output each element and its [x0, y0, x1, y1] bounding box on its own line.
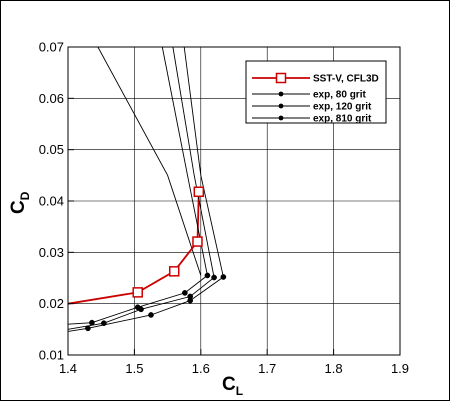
legend-marker-exp-80-grit [278, 91, 284, 97]
data-point-exp-810-grit [220, 274, 227, 280]
x-tick-label: 1.6 [192, 361, 210, 376]
data-point-exp-80-grit [89, 319, 95, 326]
axis-ticks [67, 46, 401, 356]
x-tick-label: 1.7 [258, 361, 276, 376]
data-point-exp-120-grit [211, 274, 217, 281]
y-tick-label: 0.01 [39, 348, 64, 363]
data-point-exp-120-grit [101, 320, 107, 327]
data-point-exp-80-grit [182, 290, 188, 296]
x-tick-label: 1.4 [59, 361, 77, 376]
data-point-exp-810-grit [85, 325, 91, 332]
series-markers [85, 186, 227, 332]
data-point-sst-v-cfl3d [192, 236, 203, 247]
data-point-exp-120-grit [138, 306, 144, 313]
legend-marker-exp-120-grit [278, 103, 284, 109]
data-point-exp-810-grit [148, 312, 154, 318]
y-tick-label: 0.07 [39, 40, 64, 55]
x-tick-label: 1.9 [391, 361, 409, 376]
y-tick-label: 0.02 [39, 296, 64, 311]
x-tick-label: 1.8 [325, 361, 343, 376]
legend-label-exp-810-grit: exp, 810 grit [313, 114, 372, 125]
legend-box [245, 60, 387, 124]
y-tick-label: 0.04 [39, 194, 64, 209]
y-axis-title: CD [8, 191, 32, 214]
data-point-sst-v-cfl3d [168, 266, 180, 277]
data-point-exp-810-grit [187, 297, 194, 304]
legend-label-exp-120-grit: exp, 120 grit [313, 102, 372, 113]
y-tick-label: 0.05 [39, 142, 64, 157]
legend-marker-sst-v-cfl3d [275, 72, 287, 84]
y-tick-label: 0.03 [39, 245, 64, 260]
x-tick-label: 1.5 [125, 361, 143, 376]
legend-label-sst-v-cfl3d: SST-V, CFL3D [313, 74, 379, 85]
y-axis-title-group: CD [8, 191, 32, 214]
x-tick-labels: 1.4 1.5 1.6 1.7 1.8 1.9 [59, 361, 409, 376]
data-point-sst-v-cfl3d [193, 186, 205, 198]
data-point-sst-v-cfl3d [132, 287, 143, 298]
data-point-exp-80-grit [204, 272, 211, 279]
legend-label-exp-80-grit: exp, 80 grit [313, 90, 366, 101]
y-tick-label: 0.06 [39, 91, 64, 106]
legend-marker-exp-810-grit [278, 115, 284, 121]
y-tick-labels: 0.01 0.02 0.03 0.04 0.05 0.06 0.07 [39, 40, 64, 363]
extra-line [97, 47, 202, 276]
x-axis-title: CL [222, 374, 243, 398]
